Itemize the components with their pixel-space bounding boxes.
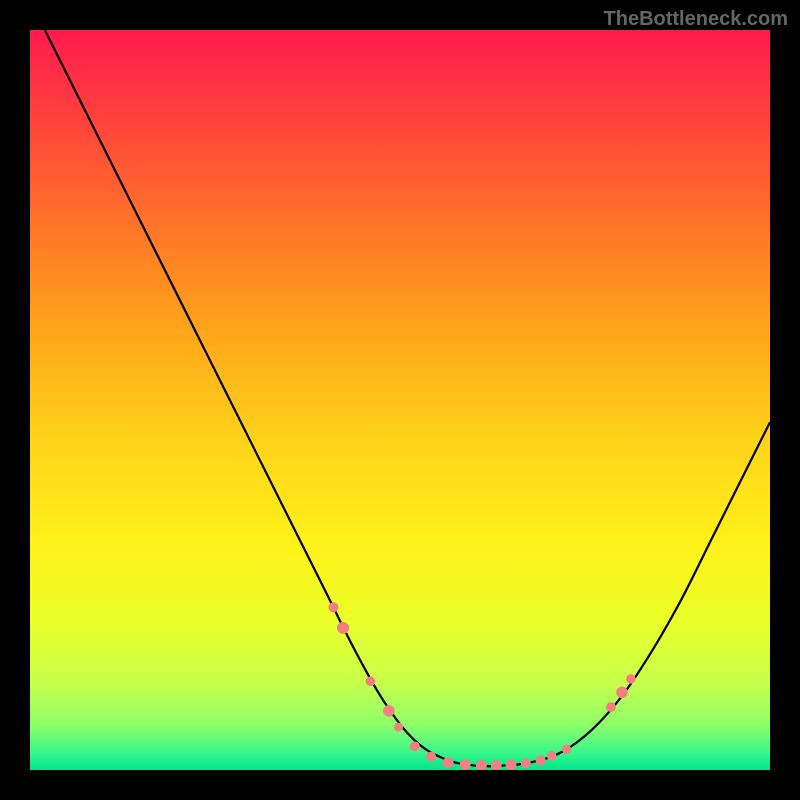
data-marker [410, 741, 420, 751]
data-marker [426, 752, 436, 762]
data-marker [394, 723, 403, 732]
data-marker [547, 751, 557, 761]
curve-layer [30, 30, 770, 770]
data-marker [626, 674, 636, 684]
data-marker [506, 759, 517, 770]
data-marker [337, 622, 349, 634]
data-marker [521, 758, 531, 768]
data-marker [460, 759, 471, 770]
data-marker [562, 745, 571, 754]
data-marker [606, 702, 616, 712]
bottleneck-curve [45, 30, 770, 766]
chart-container: TheBottleneck.com [0, 0, 800, 800]
data-marker [366, 676, 376, 686]
plot-area [30, 30, 770, 770]
data-marker [536, 755, 546, 765]
watermark-text: TheBottleneck.com [604, 8, 788, 31]
data-marker [476, 760, 487, 770]
data-marker [616, 687, 628, 699]
data-marker [443, 757, 454, 768]
data-marker [328, 602, 338, 612]
data-marker [383, 705, 395, 717]
data-marker [491, 760, 502, 770]
